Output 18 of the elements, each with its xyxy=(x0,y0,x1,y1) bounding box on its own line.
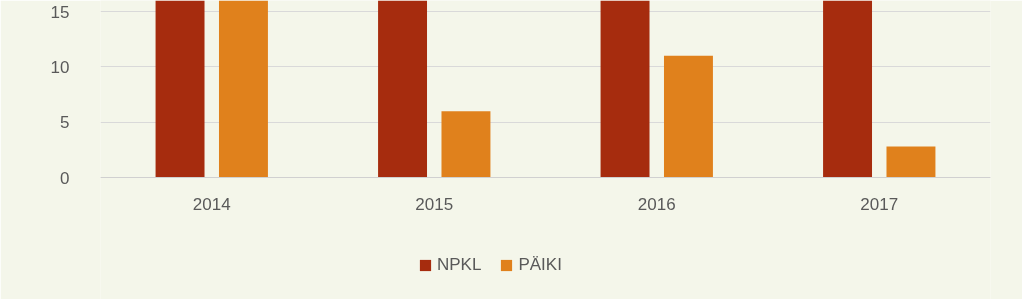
x-tick-label: 2016 xyxy=(637,194,676,214)
y-tick-label: 15 xyxy=(50,2,70,22)
bar xyxy=(600,0,650,178)
bar xyxy=(886,146,936,178)
bar xyxy=(378,0,428,178)
legend-label: NPKL xyxy=(437,255,482,275)
bar xyxy=(663,55,713,178)
bar xyxy=(155,0,205,178)
y-tick-label: 5 xyxy=(60,113,70,133)
bar xyxy=(823,0,873,178)
y-tick-label: 0 xyxy=(60,168,70,188)
bar xyxy=(218,0,268,178)
x-tick-label: 2015 xyxy=(415,194,454,214)
x-tick-label: 2017 xyxy=(860,194,899,214)
legend-label: PÄIKI xyxy=(518,255,562,275)
y-tick-label: 10 xyxy=(50,57,70,77)
bar xyxy=(441,111,491,178)
x-tick-label: 2014 xyxy=(192,194,231,214)
